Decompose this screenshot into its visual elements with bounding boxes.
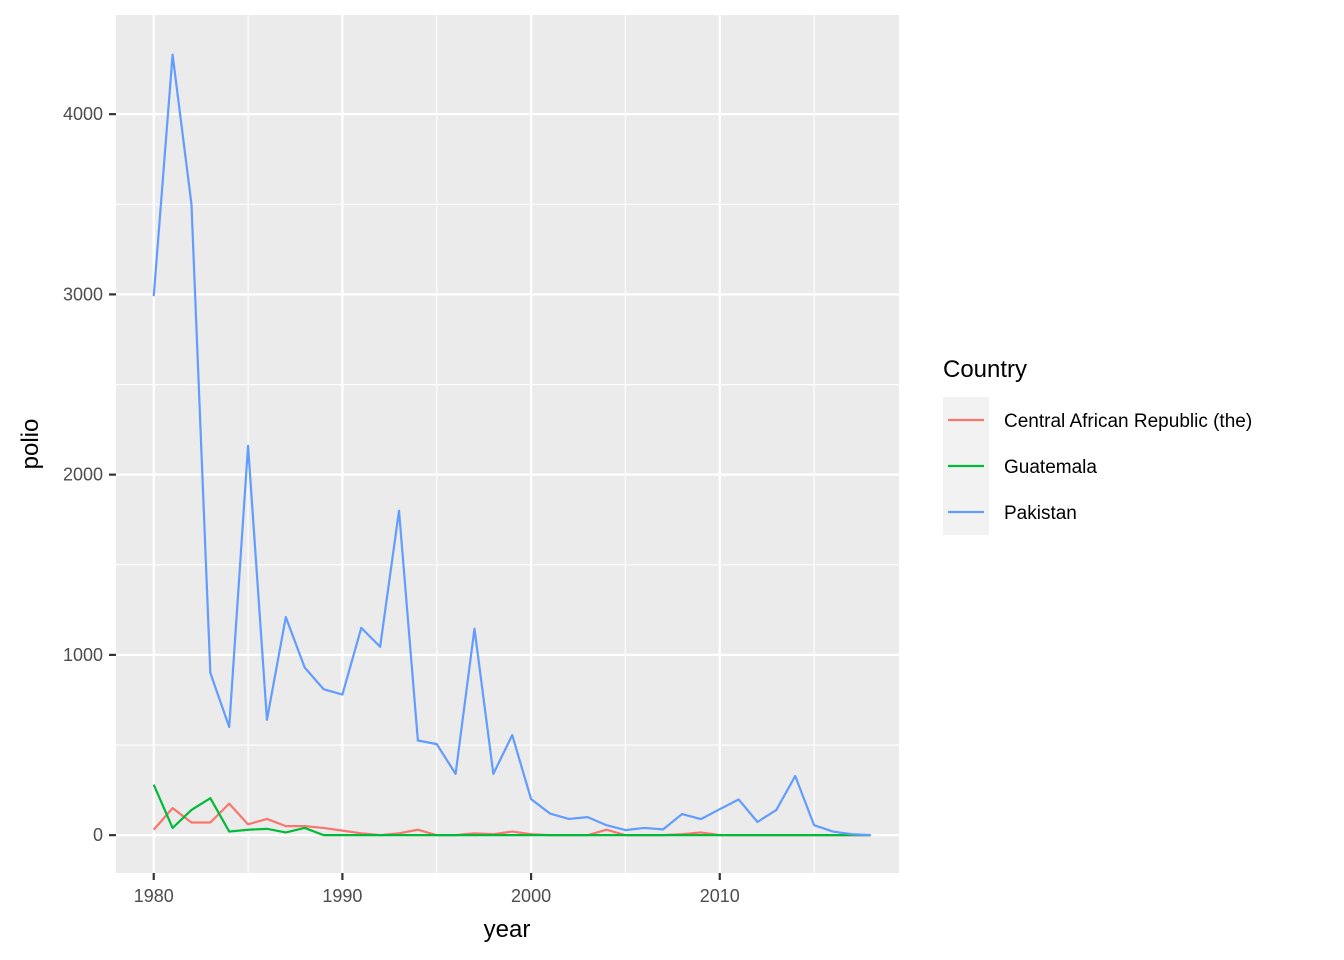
legend: Country Central African Republic (the) Gu… [943, 356, 1252, 535]
y-axis-title: polio [17, 419, 44, 470]
y-tick-label: 3000 [63, 284, 103, 304]
x-tick-label: 1990 [322, 886, 362, 906]
minor-gridlines [116, 15, 899, 873]
x-axis-title: year [484, 916, 531, 943]
y-tick-label: 2000 [63, 465, 103, 485]
legend-label: Pakistan [1004, 503, 1077, 524]
y-tick-label: 0 [93, 825, 103, 845]
x-tick-label: 2000 [511, 886, 551, 906]
x-tick-labels: 1980 1990 2000 2010 [134, 886, 740, 906]
y-tick-labels: 0 1000 2000 3000 4000 [63, 104, 103, 845]
legend-items: Central African Republic (the) Guatemala P… [948, 411, 1252, 524]
series-line [152, 784, 871, 837]
legend-label: Central African Republic (the) [1004, 411, 1252, 432]
panel-background [116, 15, 899, 873]
series-lines [152, 53, 871, 837]
series-line [152, 53, 871, 837]
major-gridlines [116, 15, 899, 873]
x-tick-label: 2010 [700, 886, 740, 906]
y-tick-label: 1000 [63, 645, 103, 665]
axis-ticks [109, 113, 721, 880]
legend-title: Country [943, 356, 1027, 383]
y-tick-label: 4000 [63, 104, 103, 124]
x-tick-label: 1980 [134, 886, 174, 906]
legend-label: Guatemala [1004, 457, 1097, 478]
